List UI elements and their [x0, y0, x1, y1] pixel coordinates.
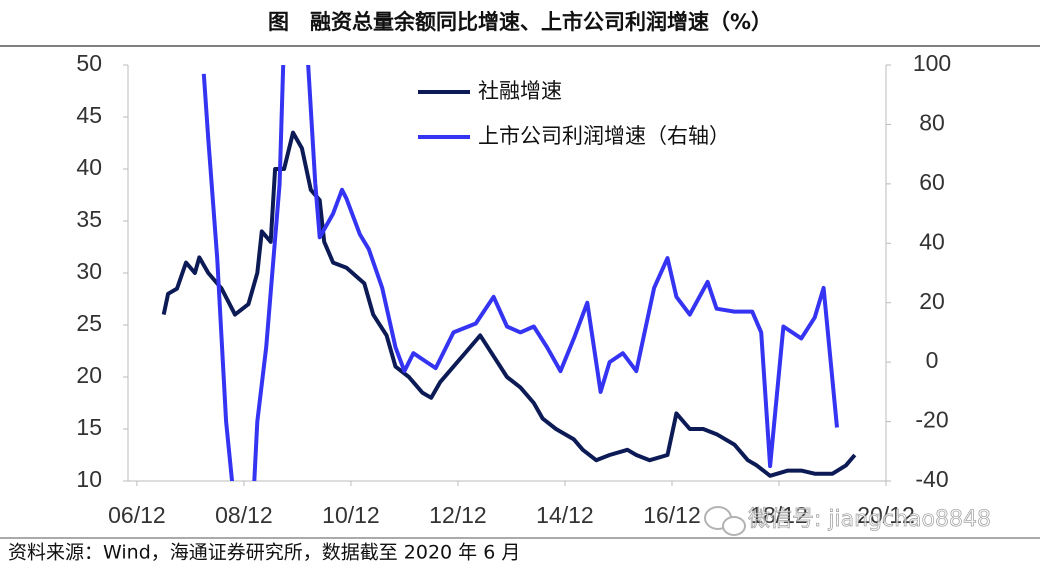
y-tick-label: 20 [76, 362, 102, 388]
x-tick-label: 20/12 [857, 502, 915, 528]
y-tick-label: 35 [76, 206, 102, 232]
x-tick-label: 06/12 [108, 502, 166, 528]
plot-area [161, 65, 857, 481]
y-tick-label: 15 [76, 414, 102, 440]
y-tick-label: 45 [76, 102, 102, 128]
x-tick-label: 10/12 [322, 502, 380, 528]
x-tick-label: 18/12 [750, 502, 808, 528]
x-tick-label: 16/12 [643, 502, 701, 528]
y2-tick-label: 60 [919, 169, 945, 195]
series-line [161, 130, 857, 478]
source-note: 资料来源：Wind，海通证券研究所，数据截至 2020 年 6 月 [8, 542, 520, 564]
y2-tick-label: -40 [915, 466, 948, 492]
y2-tick-label: 80 [919, 110, 945, 136]
watermark: 微信号: jiangchao8848 [748, 507, 991, 532]
y-tick-label: 50 [76, 50, 102, 76]
y2-tick-label: 40 [919, 228, 945, 254]
y2-tick-label: 20 [919, 288, 945, 314]
chart-title: 图 融资总量余额同比增速、上市公司利润增速（%） [268, 10, 772, 34]
watermark-group: 微信号: jiangchao8848 [704, 506, 991, 536]
watermark-icon [722, 516, 746, 536]
y-tick-label: 10 [76, 466, 102, 492]
y2-tick-label: 0 [926, 347, 939, 373]
legend-label: 社融增速 [478, 79, 562, 103]
y-tick-label: 25 [76, 310, 102, 336]
y-tick-label: 40 [76, 154, 102, 180]
x-tick-label: 14/12 [536, 502, 594, 528]
series-line [201, 65, 839, 481]
x-tick-label: 08/12 [215, 502, 273, 528]
y2-tick-label: 100 [913, 50, 951, 76]
x-tick-label: 12/12 [429, 502, 487, 528]
y2-tick-label: -20 [915, 407, 948, 433]
legend-label: 上市公司利润增速（右轴） [478, 124, 730, 148]
y-tick-label: 30 [76, 258, 102, 284]
